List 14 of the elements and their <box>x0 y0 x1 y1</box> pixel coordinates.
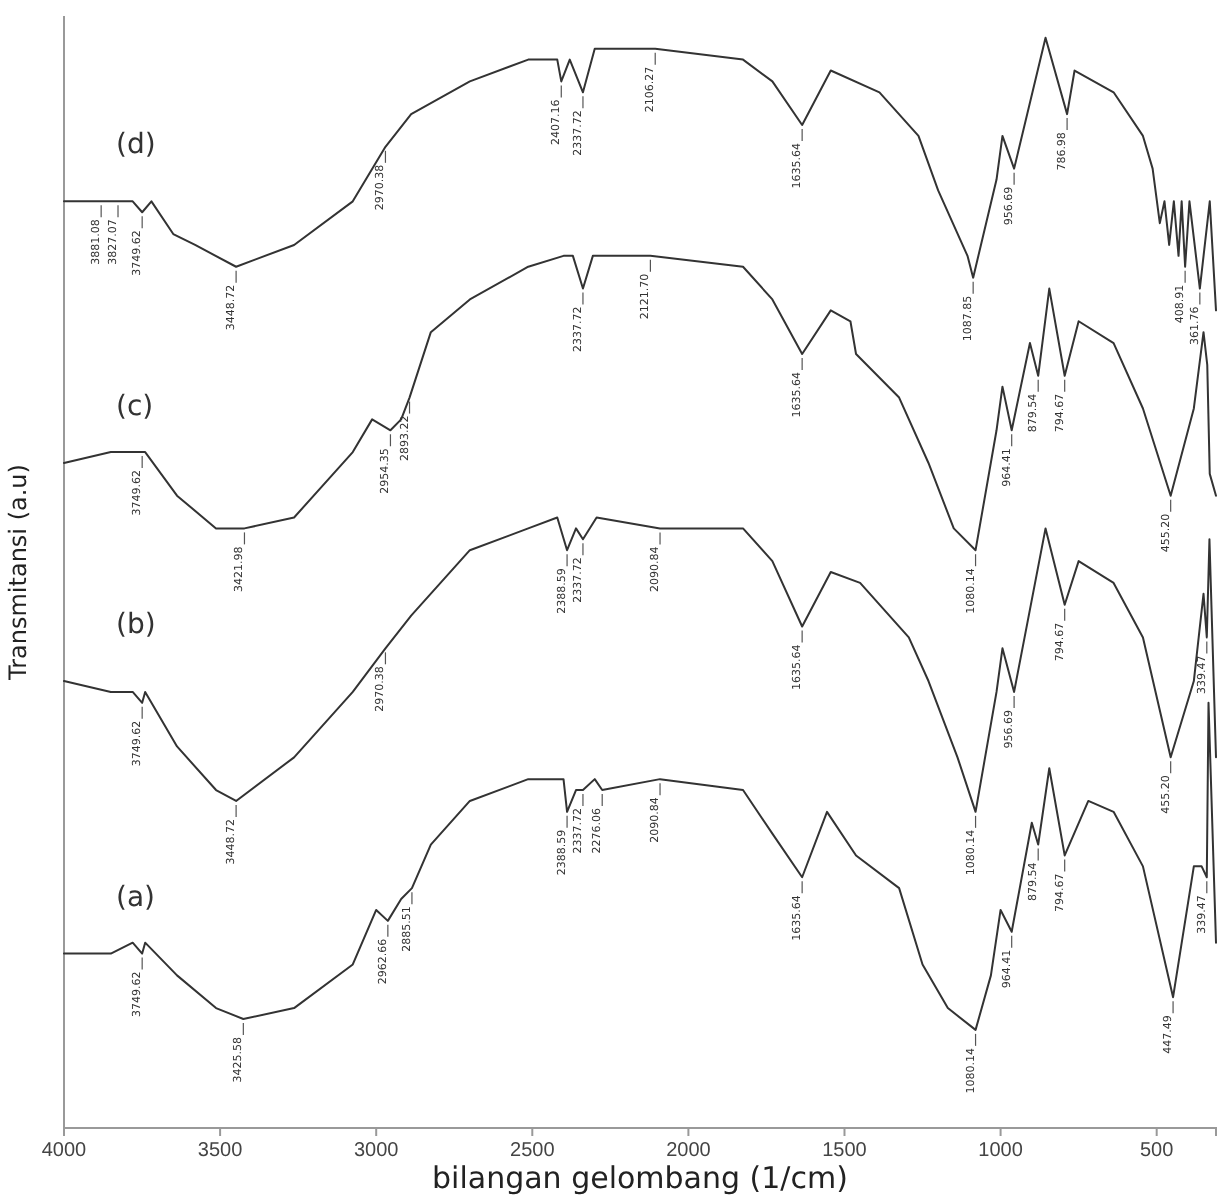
series-label: (d) <box>116 129 156 162</box>
x-tick-label: 1500 <box>822 1140 868 1163</box>
x-tick-label: 4000 <box>41 1140 88 1163</box>
x-tick-label: 2500 <box>510 1140 556 1163</box>
x-axis-title: bilangan gelombang (1/cm) <box>432 1160 848 1196</box>
x-tick-label: 2000 <box>666 1140 712 1163</box>
series-label: (c) <box>116 390 154 423</box>
series-label: (a) <box>116 881 156 914</box>
x-tick-label: 3500 <box>197 1140 244 1163</box>
x-tick-label: 1000 <box>978 1140 1024 1163</box>
y-axis-title: Transmitansi (a.u) <box>4 464 32 682</box>
x-tick-label: 3000 <box>353 1140 400 1163</box>
x-tick-label: 500 <box>1140 1140 1175 1163</box>
series-label: (b) <box>116 609 156 642</box>
